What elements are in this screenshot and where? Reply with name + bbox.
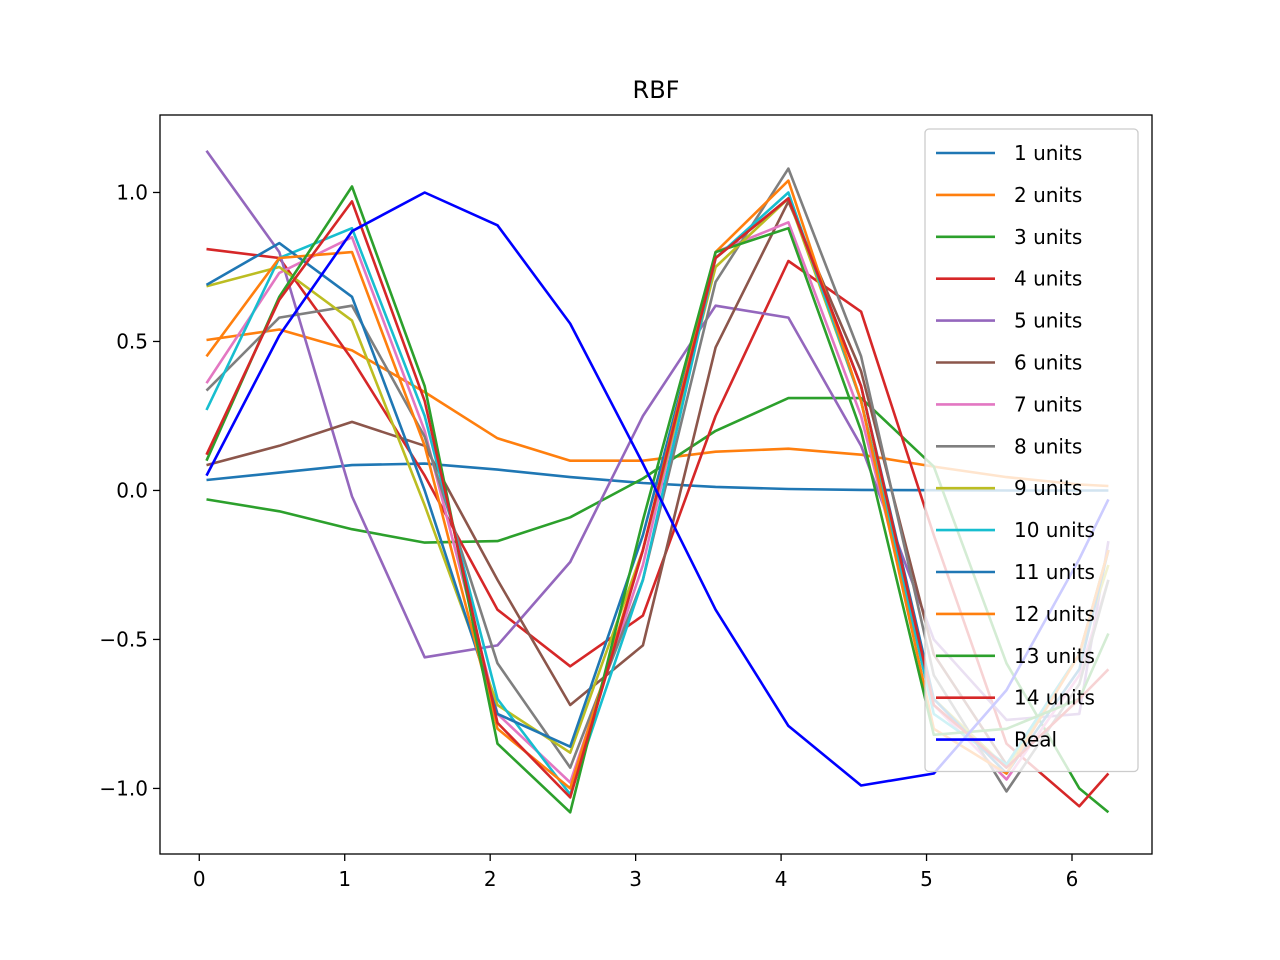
legend-label: 9 units — [1014, 476, 1082, 500]
legend-label: 1 units — [1014, 141, 1082, 165]
y-tick-label: 0.5 — [116, 329, 148, 353]
axes-border — [159, 114, 1153, 855]
y-tick-label: −0.5 — [99, 627, 148, 651]
y-axis-ticks: −1.0 −0.5 0.0 0.5 1.0 — [99, 180, 160, 800]
legend-label: 5 units — [1014, 309, 1082, 333]
y-tick-label: −1.0 — [99, 776, 148, 800]
legend: 1 units 2 units 3 units 4 units 5 units 6 uni… — [924, 128, 1139, 773]
legend-label: 14 units — [1014, 686, 1095, 710]
x-tick-label: 1 — [338, 867, 351, 891]
x-tick-label: 4 — [775, 867, 788, 891]
y-tick-label: 1.0 — [116, 180, 148, 204]
axes-frame — [159, 114, 1153, 855]
legend-label: 6 units — [1014, 351, 1082, 375]
legend-label: 7 units — [1014, 392, 1082, 416]
legend-label: 2 units — [1014, 183, 1082, 207]
x-tick-label: 6 — [1066, 867, 1079, 891]
legend-label: 4 units — [1014, 267, 1082, 291]
x-tick-label: 5 — [920, 867, 933, 891]
legend-label: 13 units — [1014, 644, 1095, 668]
legend-label: 11 units — [1014, 560, 1095, 584]
legend-box — [924, 128, 1139, 773]
y-tick-label: 0.0 — [116, 478, 148, 502]
legend-label: 8 units — [1014, 434, 1082, 458]
x-axis-ticks: 0 1 2 3 4 5 6 — [193, 854, 1078, 891]
legend-label: 12 units — [1014, 602, 1095, 626]
x-tick-label: 2 — [484, 867, 497, 891]
legend-label: 3 units — [1014, 225, 1082, 249]
x-tick-label: 3 — [629, 867, 642, 891]
legend-label: 10 units — [1014, 518, 1095, 542]
x-tick-label: 0 — [193, 867, 206, 891]
legend-label: Real — [1014, 728, 1057, 752]
chart-title: RBF — [633, 76, 680, 104]
